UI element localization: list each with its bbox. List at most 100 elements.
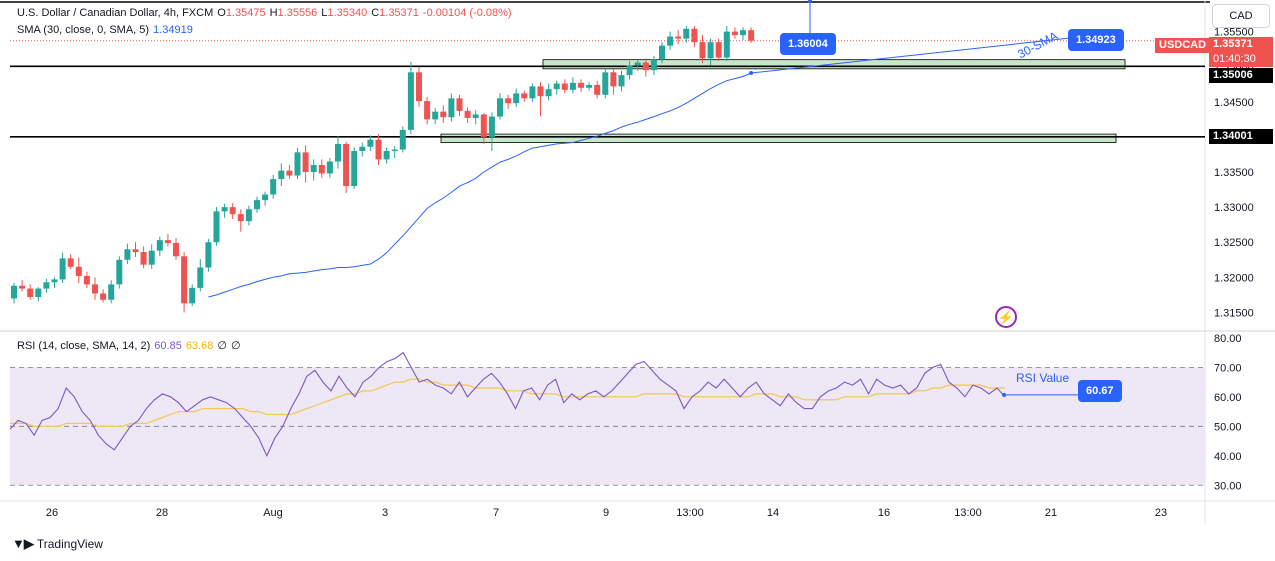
- candle-body: [440, 111, 447, 118]
- candle-body: [432, 111, 439, 120]
- countdown-label: 01:40:30: [1209, 52, 1273, 67]
- candle-body: [464, 110, 471, 118]
- price-tick-label: 1.33500: [1214, 167, 1254, 179]
- candle-body: [626, 65, 633, 76]
- candle-body: [723, 31, 730, 58]
- candle-body: [578, 82, 584, 88]
- currency-button[interactable]: CAD: [1212, 4, 1270, 28]
- candle-body: [83, 275, 90, 285]
- rsi-tick-label: 40.00: [1214, 451, 1242, 463]
- candle-body: [659, 45, 665, 60]
- candle-body: [254, 200, 260, 210]
- candle-body: [59, 258, 66, 280]
- candle-body: [553, 83, 560, 90]
- sma-value: 1.34919: [153, 24, 193, 36]
- time-tick-label: 13:00: [954, 507, 982, 519]
- candle-body: [116, 259, 123, 285]
- candle-body: [294, 152, 301, 176]
- candle-body: [683, 28, 690, 39]
- candle-body: [27, 288, 34, 297]
- candle-body: [456, 98, 463, 111]
- candle-body: [35, 288, 42, 297]
- rsi-legend[interactable]: RSI (14, close, SMA, 14, 2) 60.85 63.68 ∅ ∅: [17, 339, 245, 352]
- time-tick-label: 16: [878, 507, 890, 519]
- candle-body: [383, 150, 390, 160]
- rsi-extra-1: ∅: [217, 340, 227, 352]
- candle-body: [561, 83, 568, 90]
- candle-body: [92, 284, 98, 294]
- candle-body: [148, 250, 155, 265]
- low-value: 1.35340: [327, 7, 368, 19]
- price-tick-label: 1.32000: [1214, 272, 1254, 284]
- price-tick-label: 1.33000: [1214, 202, 1254, 214]
- high-value: 1.35556: [277, 7, 318, 19]
- price-tick-label: 1.32500: [1214, 237, 1254, 249]
- rsi-tick-label: 60.00: [1214, 392, 1242, 404]
- candle-body: [245, 209, 252, 222]
- rsi-ma-line: [10, 378, 1005, 427]
- candle-body: [610, 72, 617, 87]
- candle-body: [51, 279, 58, 283]
- rsi-tick-label: 50.00: [1214, 421, 1242, 433]
- candle-body: [262, 194, 269, 201]
- price-tick-label: 1.34500: [1214, 97, 1254, 109]
- candle-body: [310, 165, 317, 173]
- sma-label: SMA (30, close, 0, SMA, 5): [17, 24, 150, 36]
- candle-body: [497, 98, 503, 117]
- rsi-tick-label: 30.00: [1214, 480, 1242, 492]
- candle-body: [472, 114, 479, 118]
- main-legend: U.S. Dollar / Canadian Dollar, 4h, FXCM O…: [17, 7, 516, 19]
- candle-body: [67, 258, 74, 267]
- time-tick-label: 7: [493, 507, 499, 519]
- lightning-icon[interactable]: ⚡: [995, 306, 1017, 328]
- candle-body: [286, 170, 293, 176]
- candle-body: [707, 42, 714, 59]
- candle-body: [529, 86, 536, 99]
- rsi-callout: 60.67: [1078, 380, 1122, 402]
- candle-body: [343, 143, 350, 187]
- candle-body: [19, 285, 26, 289]
- change-value: -0.00104 (-0.08%): [422, 7, 512, 19]
- time-tick-label: Aug: [263, 507, 283, 519]
- time-tick-label: 3: [382, 507, 388, 519]
- open-value: 1.35475: [225, 7, 266, 19]
- candle-body: [43, 282, 50, 289]
- close-label: C: [371, 7, 380, 19]
- candle-body: [586, 84, 593, 88]
- candle-body: [650, 59, 657, 71]
- rsi-extra-2: ∅: [230, 340, 241, 352]
- tradingview-icon: ▼▶: [12, 536, 34, 551]
- candle-body: [335, 143, 341, 162]
- price-tick-label: 1.35500: [1214, 27, 1254, 39]
- time-tick-label: 23: [1155, 507, 1167, 519]
- candle-body: [181, 256, 188, 304]
- candle-body: [618, 75, 625, 87]
- sma-annotation-arrow: [751, 37, 1071, 74]
- time-tick-label: 14: [767, 507, 779, 519]
- candle-body: [740, 30, 746, 36]
- level-label-1: 1.35006: [1209, 68, 1273, 83]
- candle-body: [407, 72, 414, 130]
- price-tick-label: 1.31500: [1214, 307, 1254, 319]
- time-tick-label: 9: [603, 507, 609, 519]
- candle-body: [699, 42, 706, 59]
- candle-body: [100, 293, 107, 300]
- candle-body: [11, 285, 17, 299]
- candle-body: [480, 114, 487, 137]
- sma-legend[interactable]: SMA (30, close, 0, SMA, 5) 1.34919: [17, 24, 197, 36]
- rsi-tick-label: 80.00: [1214, 333, 1242, 345]
- candle-body: [326, 161, 333, 174]
- candle-body: [205, 242, 212, 268]
- tradingview-logo[interactable]: ▼▶ TradingView: [12, 536, 103, 552]
- sma-annotation-dot: [749, 71, 754, 76]
- candle-body: [229, 207, 236, 215]
- last-price-label: 1.35371: [1209, 37, 1273, 52]
- candle-body: [569, 82, 576, 90]
- symbol-badge: USDCAD: [1155, 38, 1211, 53]
- time-tick-label: 13:00: [676, 507, 704, 519]
- candle-body: [75, 266, 82, 276]
- candle-body: [221, 207, 228, 212]
- candle-body: [197, 267, 204, 288]
- rsi-label: RSI (14, close, SMA, 14, 2): [17, 340, 151, 352]
